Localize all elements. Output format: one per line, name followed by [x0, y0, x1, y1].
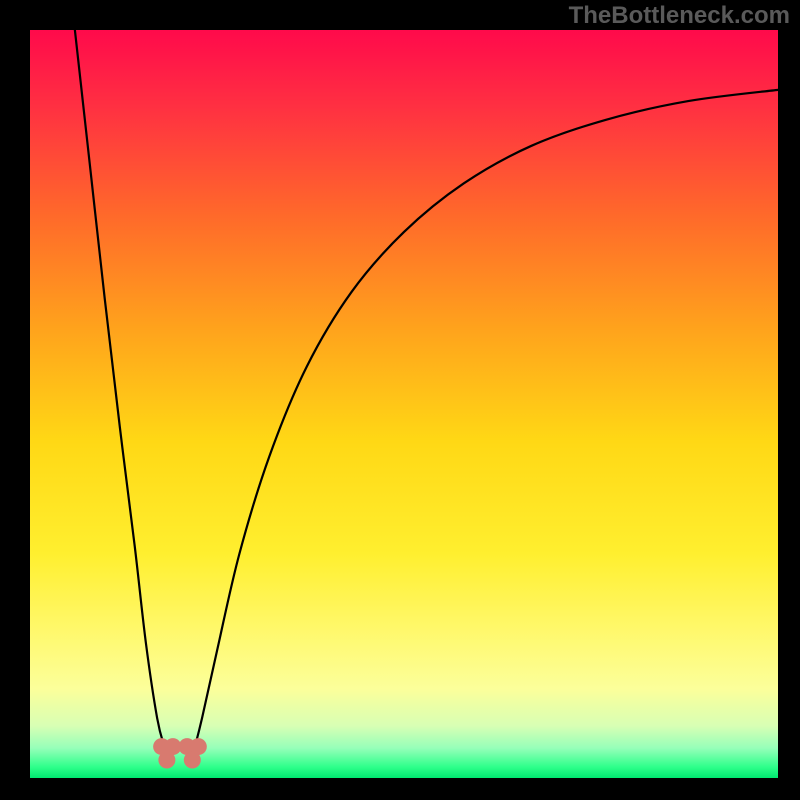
- gradient-background: [30, 30, 778, 778]
- bottleneck-chart: [0, 0, 800, 800]
- valley-marker: [190, 738, 207, 755]
- chart-frame: TheBottleneck.com: [0, 0, 800, 800]
- watermark-text: TheBottleneck.com: [569, 2, 790, 30]
